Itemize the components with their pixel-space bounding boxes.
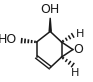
Text: H: H (76, 29, 84, 39)
Polygon shape (49, 18, 51, 31)
Text: OH: OH (40, 3, 59, 16)
Text: HO: HO (0, 33, 17, 46)
Text: H: H (71, 68, 79, 78)
Text: O: O (74, 43, 83, 56)
